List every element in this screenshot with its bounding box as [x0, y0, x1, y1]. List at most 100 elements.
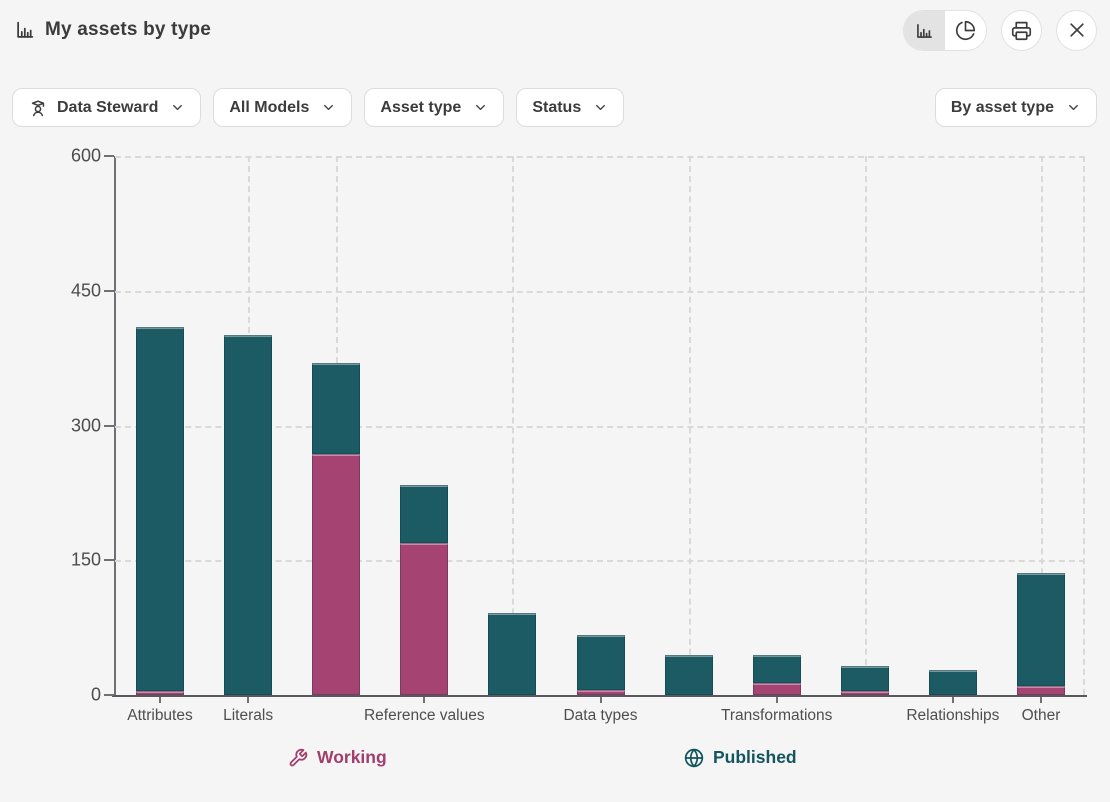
x-axis-line	[112, 695, 1087, 697]
chart-type-toggle	[903, 9, 987, 51]
bar-segment-working-8[interactable]	[840, 691, 889, 695]
bar-segment-working-2[interactable]	[312, 454, 361, 695]
x-tick-label: Literals	[223, 707, 274, 724]
y-tick-label: 150	[70, 549, 101, 570]
page-title: My assets by type	[45, 19, 212, 40]
bar-category-6	[664, 654, 713, 695]
x-axis-tick	[775, 697, 778, 703]
x-axis-tick	[423, 697, 426, 703]
bar-segment-published-1[interactable]	[224, 334, 273, 695]
x-tick-label: Relationships	[906, 707, 1000, 724]
v-gridline	[512, 156, 515, 695]
bar-segment-working-5[interactable]	[576, 689, 625, 695]
y-axis-tick	[104, 155, 114, 157]
x-tick-label: Attributes	[127, 707, 193, 724]
filter-label: Status	[532, 98, 582, 116]
y-axis-tick	[104, 694, 114, 696]
bar-segment-published-7[interactable]	[752, 655, 801, 684]
bar-segment-published-10[interactable]	[1017, 572, 1065, 687]
filter-asset-type[interactable]: Asset type	[364, 88, 505, 127]
x-axis-tick	[247, 697, 250, 703]
v-gridline	[1041, 156, 1043, 695]
legend-item-published[interactable]: Published	[684, 747, 797, 768]
bar-segment-working-10[interactable]	[1017, 686, 1065, 695]
y-axis-tick	[104, 289, 114, 292]
h-gridline	[115, 560, 1085, 563]
chevron-down-icon	[321, 100, 336, 115]
x-tick-label: Transformations	[720, 707, 833, 724]
filter-label: Data Steward	[57, 98, 159, 116]
x-tick-label: Reference values	[363, 707, 485, 724]
bar-segment-published-5[interactable]	[576, 634, 625, 690]
bar-category-8	[840, 666, 889, 695]
bar-segment-working-0[interactable]	[136, 691, 184, 695]
bar-chart-icon	[14, 19, 36, 41]
filter-bar: Data Steward All Models Asset type Statu…	[12, 88, 1097, 127]
data-steward-icon	[28, 98, 48, 118]
filter-all-models[interactable]: All Models	[213, 88, 353, 127]
header-controls	[903, 9, 1097, 51]
print-button[interactable]	[1001, 9, 1042, 51]
bar-Literals	[224, 334, 273, 695]
bar-segment-working-3[interactable]	[400, 543, 449, 695]
chevron-down-icon	[473, 100, 488, 115]
filter-label: Asset type	[380, 98, 462, 116]
bar-segment-published-9[interactable]	[928, 669, 977, 695]
bar-segment-published-4[interactable]	[488, 613, 537, 695]
close-button[interactable]	[1056, 9, 1097, 51]
stacked-bar-chart: 0 150 300 450 600 Attributes Literals Reference…	[71, 146, 1087, 724]
chart-legend: Working Published	[0, 744, 1110, 776]
h-gridline	[115, 156, 1085, 158]
y-axis-tick	[104, 559, 114, 562]
bar-Reference values	[400, 484, 449, 695]
pie-chart-icon	[955, 20, 976, 41]
bar-category-4	[488, 613, 537, 695]
h-gridline	[115, 425, 1085, 428]
chevron-down-icon	[593, 100, 608, 115]
legend-item-working[interactable]: Working	[288, 747, 387, 768]
chevron-down-icon	[170, 100, 185, 115]
bar-segment-published-0[interactable]	[136, 326, 184, 692]
bar-Transformations	[752, 655, 801, 695]
x-tick-label: Data types	[563, 707, 638, 724]
filter-label: All Models	[229, 98, 310, 116]
y-tick-label: 0	[90, 684, 101, 705]
x-axis-tick	[951, 697, 954, 703]
printer-icon	[1011, 20, 1032, 41]
v-gridline	[864, 156, 867, 695]
bar-segment-published-8[interactable]	[840, 666, 889, 692]
filter-data-steward[interactable]: Data Steward	[12, 88, 202, 127]
y-axis-tick	[104, 424, 114, 427]
bar-chart-icon	[914, 20, 935, 41]
chevron-down-icon	[1066, 100, 1081, 115]
y-tick-label: 300	[70, 415, 101, 435]
x-tick-label: Other	[1021, 707, 1061, 724]
wrench-icon	[288, 748, 308, 768]
filter-spacer	[636, 88, 923, 127]
title-wrap: My assets by type	[14, 19, 211, 41]
bar-segment-working-7[interactable]	[752, 683, 801, 695]
bar-Other	[1017, 572, 1065, 695]
legend-label-working: Working	[317, 747, 387, 767]
pie-view-button[interactable]	[945, 10, 986, 50]
bar-view-button[interactable]	[904, 10, 945, 50]
close-icon	[1067, 20, 1087, 40]
globe-icon	[684, 748, 704, 768]
v-gridline	[1083, 156, 1085, 695]
bar-segment-published-6[interactable]	[664, 654, 713, 695]
bar-category-2	[312, 362, 361, 695]
x-axis-tick	[599, 697, 602, 703]
y-tick-label: 450	[70, 280, 101, 301]
h-gridline	[115, 290, 1085, 293]
legend-label-published: Published	[713, 747, 797, 767]
bar-segment-published-3[interactable]	[400, 484, 449, 544]
bar-Attributes	[136, 326, 184, 695]
x-axis-tick	[159, 697, 161, 703]
group-by-asset-type[interactable]: By asset type	[934, 88, 1097, 127]
filter-label: By asset type	[950, 98, 1054, 116]
x-axis-tick	[1040, 697, 1042, 703]
filter-status[interactable]: Status	[516, 88, 625, 127]
bar-segment-published-2[interactable]	[312, 362, 361, 455]
y-tick-label: 600	[70, 145, 101, 166]
v-gridline	[688, 156, 691, 695]
